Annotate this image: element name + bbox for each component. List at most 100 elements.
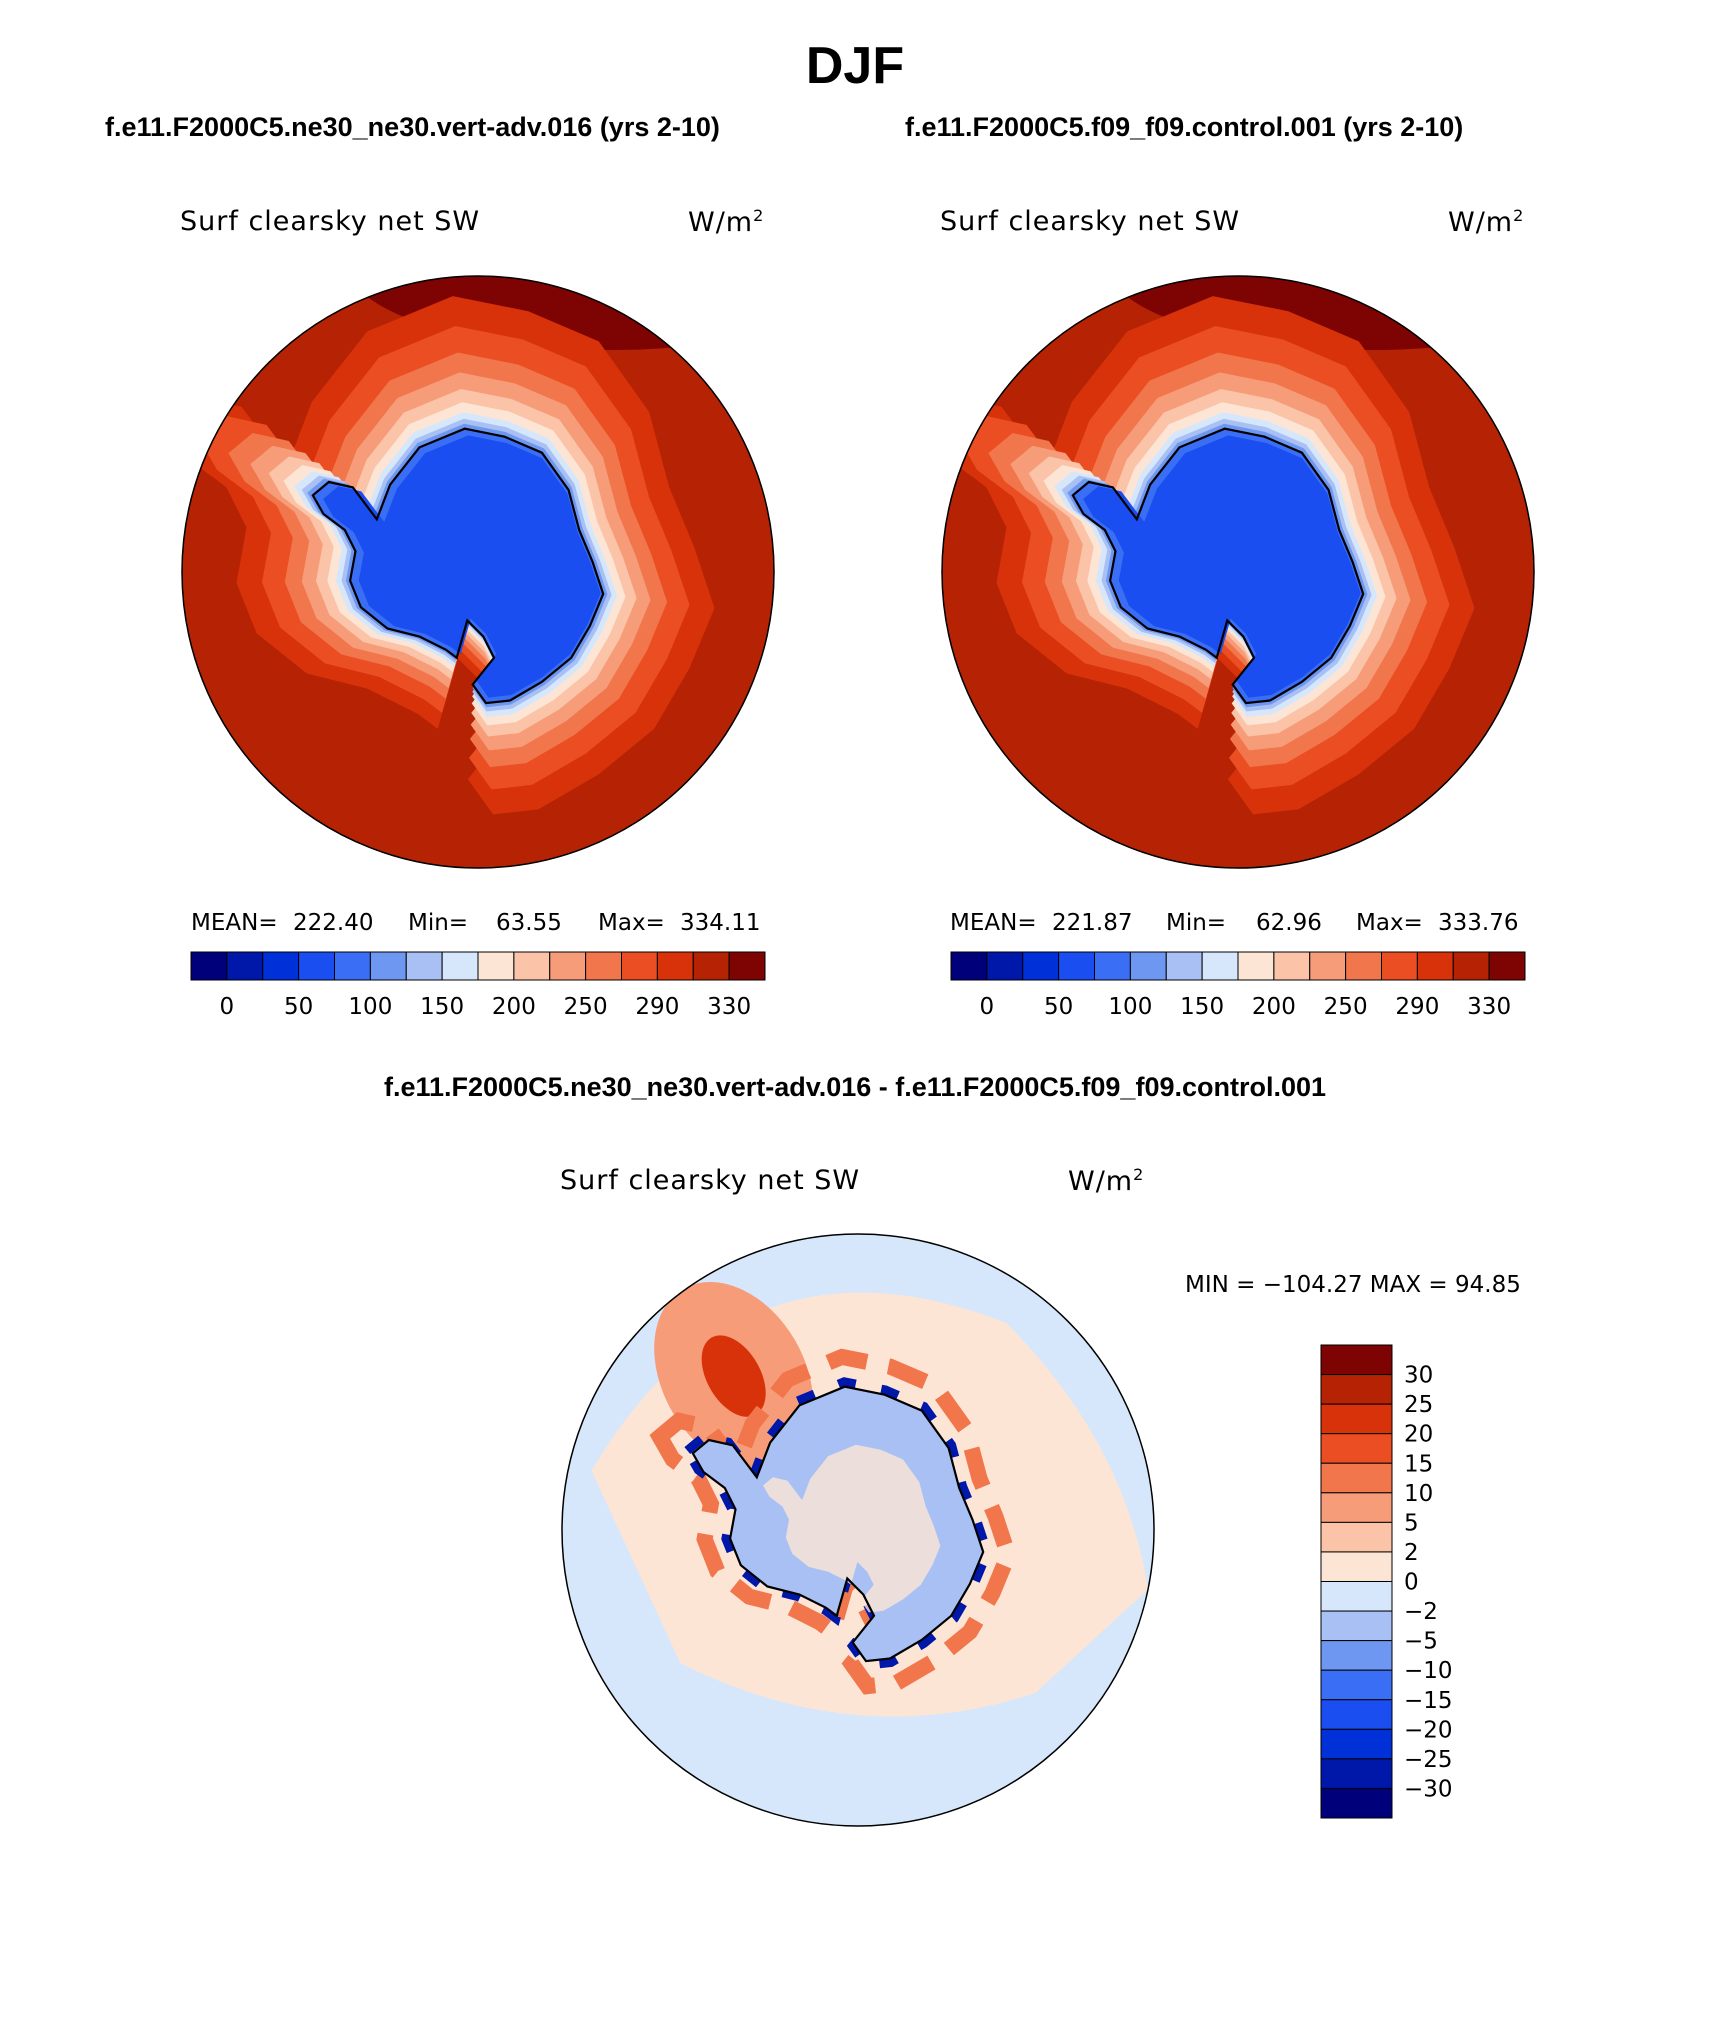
panel1-min-value: 63.55 [496,910,562,936]
colorbar-box [1201,951,1239,981]
panel3-min-max: MIN = −104.27 MAX = 94.85 [1185,1272,1521,1298]
colorbar-box [513,951,551,981]
colorbar-box [1320,1374,1393,1405]
colorbar-box [1320,1492,1393,1523]
colorbar-tick-label: 250 [564,994,608,1020]
map-border [181,275,775,869]
positive-anomaly-core [701,1335,766,1417]
panel1-min-label: Min= [408,910,469,936]
colorbar-box [1320,1551,1393,1582]
colorbar-box [1165,951,1203,981]
panel2-mean-label: MEAN= [950,910,1037,936]
colorbar-tick-label: 330 [707,994,751,1020]
colorbar-box [656,951,694,981]
colorbar-box [1320,1699,1393,1730]
colorbar-box [692,951,730,981]
coastline [1071,427,1365,705]
panel1-max-value: 334.11 [680,910,761,936]
ice-sheet-core [323,435,601,698]
page-title: DJF [805,37,905,95]
colorbar-box [986,951,1024,981]
colorbar-tick-label: 0 [980,994,995,1020]
colorbar-tick-label: 50 [284,994,313,1020]
colorbar-box [1320,1433,1393,1464]
panel3-variable-label: Surf clearsky net SW [560,1165,861,1196]
colorbar-box [1320,1610,1393,1642]
colorbar-tick-label: 250 [1324,994,1368,1020]
colorbar-tick-label: 5 [1404,1510,1419,1536]
colorbar-box [1488,951,1526,981]
colorbar-box [190,951,228,981]
colorbar-box [1320,1758,1393,1789]
colorbar-tick-label: 290 [635,994,679,1020]
panel1-mean-label: MEAN= [191,910,278,936]
colorbar-box [1381,951,1418,981]
colorbar-box [334,951,371,981]
colorbar-box [950,951,988,981]
colorbar-box [728,951,766,981]
map-border [941,275,1535,869]
colorbar-tick-label: 150 [1180,994,1224,1020]
colorbar-1: 0 50 100 150 200 250 290 330 [190,951,766,1020]
colorbar-box [1452,951,1490,981]
colorbar-tick-label: 15 [1404,1451,1433,1477]
panel2-min-value: 62.96 [1256,910,1322,936]
colorbar-box [441,951,479,981]
colorbar-box [585,951,622,981]
colorbar-box [1094,951,1131,981]
panel1-units: W/m2 [688,206,765,238]
colorbar-tick-label: 50 [1044,994,1073,1020]
colorbar-tick-label: 100 [348,994,392,1020]
colorbar-box [262,951,300,981]
colorbar-tick-label: 330 [1467,994,1511,1020]
colorbar-box [549,951,587,981]
colorbar-tick-label: −2 [1404,1599,1438,1625]
colorbar-tick-label: 0 [1404,1570,1419,1596]
colorbar-tick-label: −5 [1404,1629,1438,1655]
colorbar-box [477,951,515,981]
colorbar-tick-label: −10 [1404,1658,1453,1684]
colorbar-tick-label: 2 [1404,1540,1419,1566]
colorbar-box [369,951,407,981]
coastal-negative-band [681,1377,993,1671]
panel2-min-label: Min= [1166,910,1227,936]
panel3-units: W/m2 [1068,1165,1145,1197]
colorbar-2: 0 50 100 150 200 250 290 330 [950,951,1526,1020]
colorbar-tick-label: 30 [1404,1363,1433,1389]
colorbar-tick-label: 200 [492,994,536,1020]
panel2-max-label: Max= [1356,910,1423,936]
colorbar-tick-label: −15 [1404,1688,1453,1714]
colorbar-box [621,951,658,981]
interior-positive [763,1444,941,1613]
colorbar-box [1320,1669,1393,1701]
colorbar-box [1345,951,1382,981]
map-panel-3 [562,1234,1154,1826]
colorbar-box [1022,951,1060,981]
ice-sheet-core [1083,435,1361,698]
panel1-variable-label: Surf clearsky net SW [180,206,481,237]
colorbar-box [1320,1728,1393,1760]
colorbar-box [1273,951,1311,981]
map-panel-1 [182,276,774,868]
colorbar-tick-label: 100 [1108,994,1152,1020]
colorbar-box [1320,1403,1393,1435]
map-border [561,1233,1155,1827]
panel2-mean-value: 221.87 [1052,910,1133,936]
colorbar-box [1320,1581,1393,1612]
colorbar-tick-label: 0 [220,994,235,1020]
colorbar-tick-label: 290 [1395,994,1439,1020]
colorbar-box [405,951,443,981]
coastline [691,1385,985,1663]
colorbar-box [1058,951,1095,981]
coastline [311,427,605,705]
colorbar-box [1320,1787,1393,1819]
colorbar-box [1320,1344,1393,1376]
panel2-max-value: 333.76 [1438,910,1519,936]
colorbar-box [298,951,335,981]
colorbar-tick-label: −25 [1404,1747,1453,1773]
colorbar-box [226,951,264,981]
panel2-units: W/m2 [1448,206,1525,238]
map-panel-2 [942,276,1534,868]
